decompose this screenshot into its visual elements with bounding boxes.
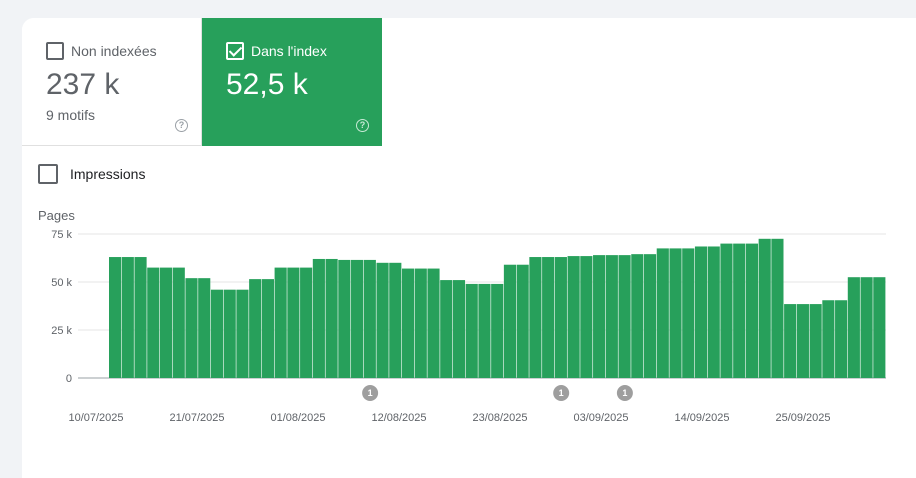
x-tick-label: 12/08/2025 — [371, 412, 426, 424]
bar[interactable] — [860, 277, 873, 378]
bar[interactable] — [172, 267, 185, 378]
bar[interactable] — [401, 268, 415, 378]
index-coverage-card: Non indexées 237 k 9 motifs ? Dans l'ind… — [22, 18, 916, 478]
bar[interactable] — [631, 254, 644, 378]
bar[interactable] — [847, 277, 860, 378]
help-circle-icon[interactable]: ? — [175, 119, 188, 132]
bar[interactable] — [121, 257, 134, 378]
bar[interactable] — [669, 248, 682, 378]
bar[interactable] — [567, 256, 580, 378]
bar[interactable] — [771, 238, 784, 378]
bar[interactable] — [733, 243, 746, 378]
bar[interactable] — [249, 279, 262, 378]
indexed-checkbox[interactable] — [226, 42, 244, 60]
bar[interactable] — [185, 278, 198, 378]
not-indexed-checkbox[interactable] — [46, 42, 64, 60]
indexed-label: Dans l'index — [251, 43, 327, 59]
not-indexed-label: Non indexées — [71, 43, 157, 59]
bar[interactable] — [274, 267, 287, 378]
bar[interactable] — [210, 289, 224, 378]
bar[interactable] — [593, 255, 606, 378]
bar[interactable] — [363, 259, 376, 378]
check-icon — [228, 43, 243, 57]
bar[interactable] — [835, 300, 848, 378]
bar[interactable] — [580, 256, 593, 378]
annotation-label: 1 — [622, 388, 627, 398]
bar[interactable] — [287, 267, 300, 378]
bar[interactable] — [159, 267, 173, 378]
bar[interactable] — [478, 283, 491, 378]
not-indexed-tile[interactable]: Non indexées 237 k 9 motifs ? — [22, 18, 202, 146]
bar[interactable] — [784, 304, 797, 378]
annotation-label: 1 — [368, 388, 373, 398]
y-axis-title: Pages — [38, 208, 75, 223]
impressions-toggle[interactable]: Impressions — [38, 164, 145, 184]
bar[interactable] — [376, 262, 389, 378]
x-tick-label: 03/09/2025 — [573, 412, 628, 424]
bar[interactable] — [503, 264, 517, 378]
annotation-marker[interactable] — [616, 385, 633, 401]
impressions-checkbox[interactable] — [38, 164, 58, 184]
bar[interactable] — [809, 304, 822, 378]
bar[interactable] — [758, 238, 771, 378]
x-tick-label: 23/08/2025 — [472, 412, 527, 424]
annotation-marker[interactable] — [553, 385, 570, 401]
bar[interactable] — [427, 268, 440, 378]
annotation-label: 1 — [559, 388, 564, 398]
bar[interactable] — [414, 268, 427, 378]
bar[interactable] — [745, 243, 759, 378]
bar[interactable] — [338, 259, 351, 378]
bar[interactable] — [465, 283, 478, 378]
bar[interactable] — [452, 280, 466, 378]
indexed-value: 52,5 k — [226, 68, 308, 101]
indexed-tile[interactable]: Dans l'index 52,5 k ? — [202, 18, 382, 146]
bar[interactable] — [796, 304, 809, 378]
bar[interactable] — [312, 258, 325, 378]
bar[interactable] — [873, 277, 886, 378]
bar[interactable] — [351, 259, 364, 378]
bar[interactable] — [109, 257, 122, 378]
not-indexed-header: Non indexées — [46, 42, 157, 60]
bar[interactable] — [198, 278, 211, 378]
help-circle-icon[interactable]: ? — [356, 119, 369, 132]
bar[interactable] — [491, 283, 504, 378]
bar[interactable] — [682, 248, 695, 378]
x-tick-label: 21/07/2025 — [169, 412, 224, 424]
bar[interactable] — [261, 279, 274, 378]
bar[interactable] — [618, 255, 631, 378]
bar[interactable] — [605, 255, 618, 378]
pages-bar-chart: 0 25 k 50 k 75 k 1 1 1 10/07/2025 21/07/2025 01/0… — [51, 229, 886, 424]
not-indexed-reasons: 9 motifs — [46, 107, 96, 123]
x-tick-label: 01/08/2025 — [270, 412, 325, 424]
bar[interactable] — [236, 289, 249, 378]
bar[interactable] — [300, 267, 313, 378]
y-tick-label: 75 k — [51, 229, 72, 241]
bar[interactable] — [707, 246, 720, 378]
y-tick-label: 50 k — [51, 277, 72, 289]
bar[interactable] — [694, 246, 708, 378]
bar[interactable] — [389, 262, 402, 378]
not-indexed-value: 237 k — [46, 68, 120, 101]
bar[interactable] — [134, 257, 147, 378]
x-tick-label: 10/07/2025 — [68, 412, 123, 424]
bar[interactable] — [223, 289, 236, 378]
annotation-marker[interactable] — [362, 385, 379, 401]
bar[interactable] — [542, 257, 555, 378]
bar[interactable] — [147, 267, 160, 378]
bar[interactable] — [643, 254, 657, 378]
y-tick-label: 0 — [66, 373, 72, 385]
bar[interactable] — [529, 257, 542, 378]
x-tick-label: 25/09/2025 — [775, 412, 830, 424]
bar[interactable] — [554, 257, 567, 378]
bar[interactable] — [325, 258, 338, 378]
bar[interactable] — [656, 248, 669, 378]
impressions-label: Impressions — [70, 166, 146, 182]
indexed-header: Dans l'index — [226, 42, 327, 60]
bar[interactable] — [720, 243, 733, 378]
bar[interactable] — [516, 264, 529, 378]
bar[interactable] — [440, 280, 453, 378]
x-tick-label: 14/09/2025 — [674, 412, 729, 424]
bar[interactable] — [822, 300, 835, 378]
y-tick-label: 25 k — [51, 325, 72, 337]
